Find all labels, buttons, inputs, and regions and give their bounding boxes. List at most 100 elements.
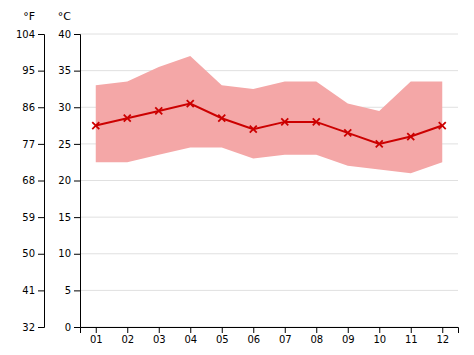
x-tick-label: 01 [90, 334, 103, 345]
tick-mark [190, 327, 191, 333]
tick-mark [38, 71, 44, 72]
x-tick-label: 09 [342, 334, 355, 345]
y-tick: 86 [22, 102, 44, 113]
grid-line [80, 180, 458, 181]
x-tick: 01 [90, 327, 103, 345]
y-tick-label: 20 [58, 175, 71, 186]
tick-mark [38, 290, 44, 291]
x-tick: 07 [279, 327, 292, 345]
x-tick-label: 03 [153, 334, 166, 345]
x-tick: 12 [436, 327, 449, 345]
grid-line [80, 290, 458, 291]
x-tick: 10 [373, 327, 386, 345]
tick-mark [316, 327, 317, 333]
y-tick: 104 [16, 29, 44, 40]
grid-line [80, 70, 458, 71]
tick-mark [348, 327, 349, 333]
tick-mark [74, 144, 80, 145]
tick-mark [442, 327, 443, 333]
marker [313, 118, 320, 125]
tick-mark [159, 327, 160, 333]
marker [439, 122, 446, 129]
tick-mark [38, 144, 44, 145]
y-axis-title: °C [58, 10, 72, 23]
marker [376, 140, 383, 147]
y-tick: 40 [58, 29, 80, 40]
tick-mark [74, 181, 80, 182]
tick-mark [74, 327, 80, 328]
y-tick-label: 32 [22, 322, 35, 333]
average-line [96, 104, 443, 144]
grid-line [80, 34, 458, 35]
y-tick: 35 [58, 65, 80, 76]
x-tick-label: 06 [247, 334, 260, 345]
y-tick-label: 104 [16, 29, 35, 40]
y-axis: 0 5 10 15 20 25 30 35 40 [58, 29, 80, 333]
grid-line [80, 217, 458, 218]
x-tick: 03 [153, 327, 166, 345]
axis-line [38, 35, 45, 328]
grid-line [80, 253, 458, 254]
plot: 0102030405060708091011120510152025303540… [16, 10, 459, 345]
axis-line [81, 328, 459, 334]
y-tick: 10 [58, 248, 80, 259]
y-tick-label: 15 [58, 212, 71, 223]
y-tick: 0 [65, 322, 80, 333]
tick-mark [74, 34, 80, 35]
tick-mark [38, 107, 44, 108]
marker [407, 133, 414, 140]
y-tick: 32 [22, 322, 44, 333]
marker [155, 107, 162, 114]
y-tick: 68 [22, 175, 44, 186]
y-tick-label: 10 [58, 248, 71, 259]
marker [124, 115, 131, 122]
y-tick: 5 [65, 285, 80, 296]
tick-mark [96, 327, 97, 333]
tick-mark [38, 34, 44, 35]
x-tick-label: 08 [310, 334, 323, 345]
y-tick: 15 [58, 212, 80, 223]
tick-mark [74, 290, 80, 291]
x-tick: 08 [310, 327, 323, 345]
y-tick: 95 [22, 65, 44, 76]
y-tick: 77 [22, 139, 44, 150]
tick-mark [38, 181, 44, 182]
chart-container: 0102030405060708091011120510152025303540… [0, 0, 474, 355]
x-tick-label: 05 [216, 334, 229, 345]
y-tick: 20 [58, 175, 80, 186]
y-tick-label: 0 [65, 322, 71, 333]
y-tick: 30 [58, 102, 80, 113]
x-tick: 05 [216, 327, 229, 345]
marker [250, 126, 257, 133]
tick-mark [411, 327, 412, 333]
marker [218, 115, 225, 122]
y-tick-label: 68 [22, 175, 35, 186]
x-axis: 010203040506070809101112 [81, 327, 459, 345]
x-tick: 09 [342, 327, 355, 345]
y-tick: 25 [58, 139, 80, 150]
y-tick-label: 50 [22, 248, 35, 259]
marker [187, 100, 194, 107]
x-tick-label: 11 [405, 334, 418, 345]
chart-svg: 0102030405060708091011120510152025303540… [0, 0, 474, 355]
marks [92, 56, 446, 173]
y-tick-label: 86 [22, 102, 35, 113]
y2-axis-title: °F [23, 10, 35, 23]
tick-mark [38, 217, 44, 218]
y-tick-label: 5 [65, 285, 71, 296]
x-tick-label: 04 [184, 334, 197, 345]
y-tick: 41 [22, 285, 44, 296]
range-band [96, 56, 443, 173]
marker [344, 129, 351, 136]
x-tick: 11 [405, 327, 418, 345]
y-tick-label: 35 [58, 65, 71, 76]
grid [80, 34, 458, 327]
y-tick: 50 [22, 248, 44, 259]
x-tick-label: 07 [279, 334, 292, 345]
y-tick-label: 41 [22, 285, 35, 296]
y2-axis: 32 41 50 59 68 77 86 95 104 [16, 29, 45, 333]
marker [281, 118, 288, 125]
y-tick: 59 [22, 212, 44, 223]
tick-mark [74, 217, 80, 218]
tick-mark [127, 327, 128, 333]
